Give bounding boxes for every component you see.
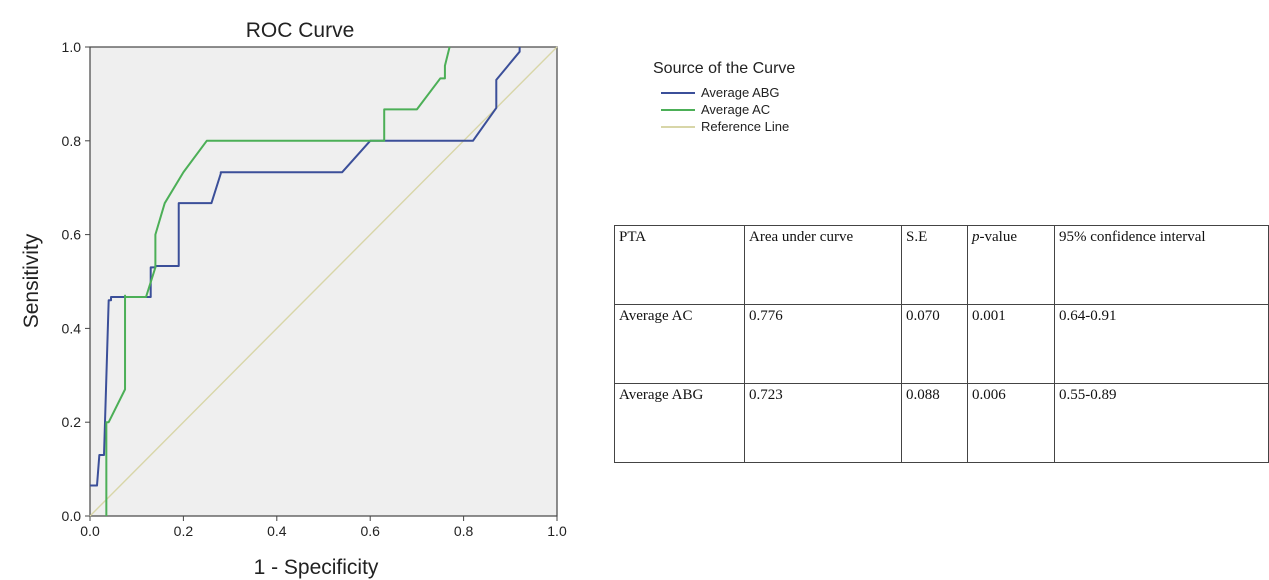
y-axis-ticks: 0.0 0.2 0.4 0.6 0.8 1.0 [62, 39, 90, 524]
table-header-row: PTA Area under curve S.E p-value 95% con… [614, 225, 1269, 305]
legend-label-reference: Reference Line [701, 119, 790, 134]
header-confidence-interval: 95% confidence interval [1054, 225, 1269, 305]
x-tick-label: 0.2 [174, 523, 194, 539]
p-value-suffix: -value [979, 229, 1017, 245]
legend: Source of the Curve Average ABG Average … [653, 60, 795, 135]
legend-item-abg: Average ABG [661, 84, 795, 101]
chart-title: ROC Curve [246, 19, 355, 42]
header-auc: Area under curve [744, 225, 902, 305]
series-line-average-abg [90, 47, 521, 487]
y-tick-label: 0.0 [62, 508, 82, 524]
x-tick-label: 0.0 [80, 523, 100, 539]
y-tick-label: 0.6 [62, 227, 82, 243]
results-table: PTA Area under curve S.E p-value 95% con… [614, 225, 1269, 463]
series-line-average-ac [105, 46, 451, 516]
p-italic: p [972, 229, 980, 245]
y-tick-label: 0.2 [62, 414, 82, 430]
legend-swatch-abg [661, 91, 695, 94]
x-tick-label: 1.0 [547, 523, 567, 539]
series-line-reference [89, 46, 558, 517]
cell-p-value: 0.001 [967, 304, 1055, 384]
header-se: S.E [901, 225, 968, 305]
y-axis-label: Sensitivity [20, 233, 43, 328]
cell-confidence-interval: 0.55-0.89 [1054, 383, 1269, 463]
cell-se: 0.070 [901, 304, 968, 384]
y-tick-label: 0.4 [62, 320, 82, 336]
cell-auc: 0.723 [744, 383, 902, 463]
cell-pta: Average AC [614, 304, 745, 384]
x-tick-label: 0.6 [360, 523, 380, 539]
legend-item-reference: Reference Line [661, 118, 795, 135]
legend-item-ac: Average AC [661, 101, 795, 118]
y-tick-label: 1.0 [62, 39, 82, 55]
legend-swatch-ac [661, 108, 695, 111]
roc-chart: ROC Curve 1 - Specificity Sensitivity 0.… [20, 19, 567, 579]
y-tick-label: 0.8 [62, 133, 82, 149]
cell-se: 0.088 [901, 383, 968, 463]
header-p-value: p-value [967, 225, 1055, 305]
legend-swatch-reference [661, 125, 695, 128]
series-layer [89, 46, 558, 517]
table-row: Average AC 0.776 0.070 0.001 0.64-0.91 [614, 304, 1269, 384]
cell-pta: Average ABG [614, 383, 745, 463]
x-tick-label: 0.4 [267, 523, 287, 539]
x-axis-label: 1 - Specificity [254, 556, 379, 579]
cell-confidence-interval: 0.64-0.91 [1054, 304, 1269, 384]
legend-label-ac: Average AC [701, 102, 771, 117]
x-tick-label: 0.8 [454, 523, 474, 539]
table-row: Average ABG 0.723 0.088 0.006 0.55-0.89 [614, 383, 1269, 463]
cell-p-value: 0.006 [967, 383, 1055, 463]
cell-auc: 0.776 [744, 304, 902, 384]
header-pta: PTA [614, 225, 745, 305]
x-axis-ticks: 0.0 0.2 0.4 0.6 0.8 1.0 [80, 516, 567, 539]
legend-label-abg: Average ABG [701, 85, 780, 100]
legend-title: Source of the Curve [653, 60, 796, 77]
